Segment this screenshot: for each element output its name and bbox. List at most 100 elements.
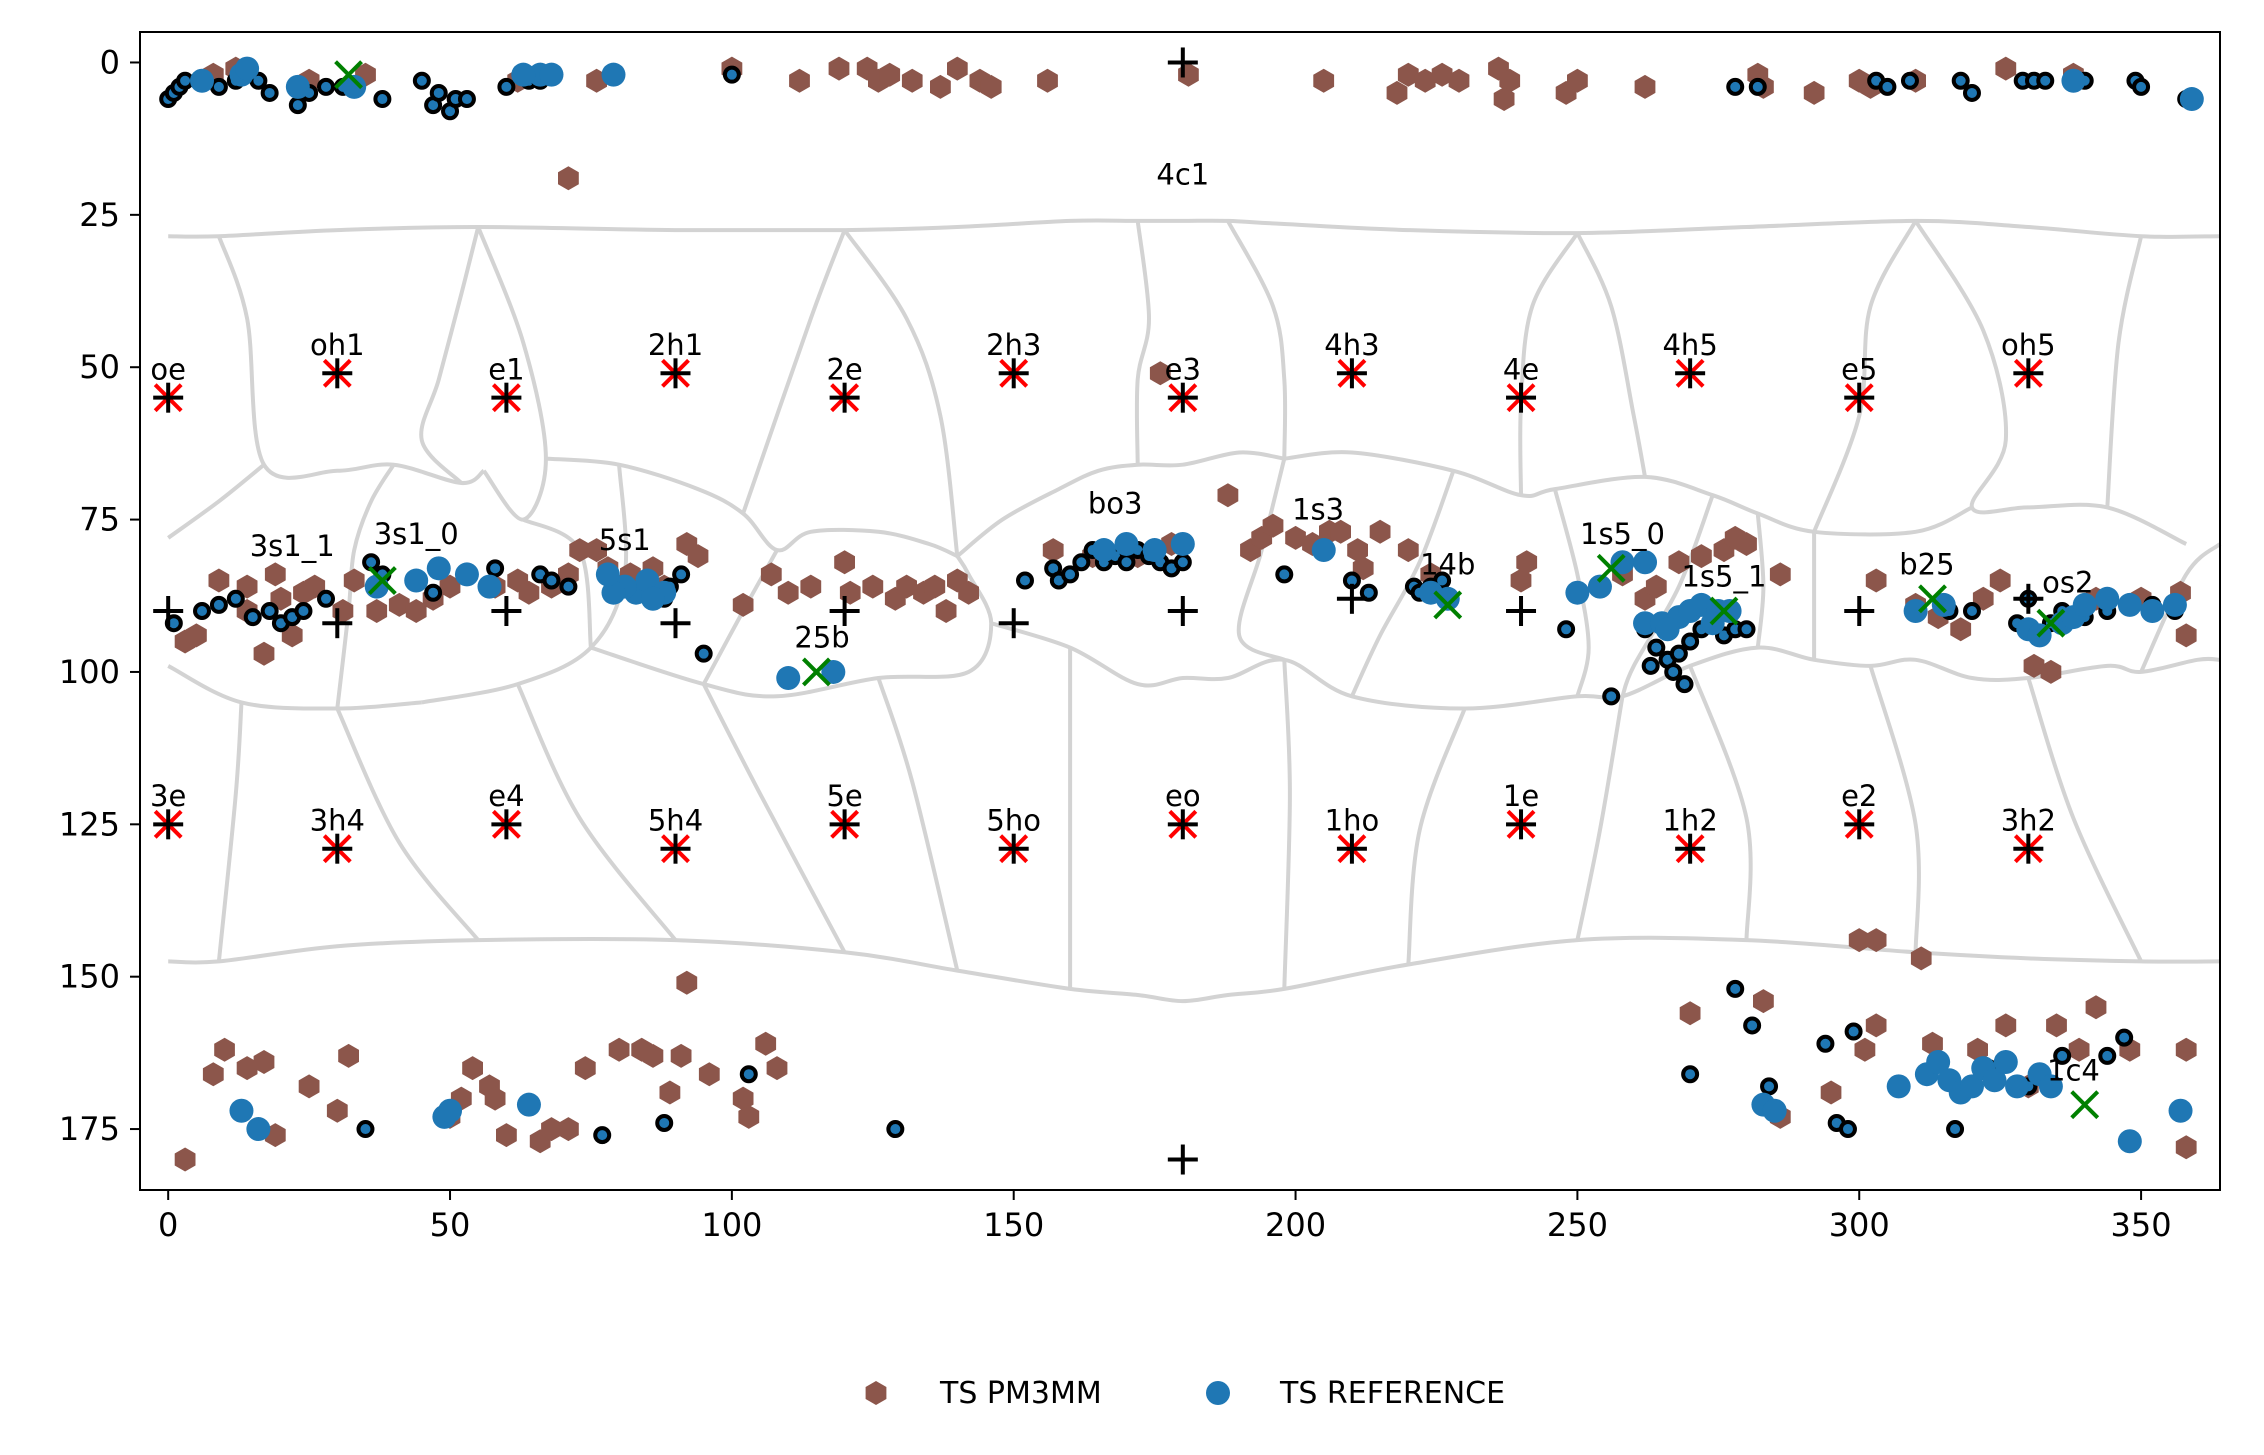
ts-pm3mm-point — [1149, 361, 1171, 386]
ringed-point — [317, 589, 336, 608]
ts-reference-point — [285, 74, 310, 99]
point-label: e4 — [488, 779, 524, 813]
ts-pm3mm-point — [236, 1056, 258, 1081]
region-boundary — [419, 226, 481, 485]
ts-pm3mm-point — [828, 56, 850, 81]
ts-reference-point — [2072, 592, 2097, 617]
x-tick-label: 100 — [701, 1206, 762, 1244]
ts-pm3mm-point — [862, 574, 884, 599]
ts-reference-point — [235, 56, 260, 81]
ts-pm3mm-point — [1820, 1080, 1842, 1105]
ts-reference-point — [2168, 1098, 2193, 1123]
x-tick-label: 50 — [430, 1206, 471, 1244]
ringed-point — [1173, 553, 1192, 572]
ts-pm3mm-point — [326, 1098, 348, 1123]
point-label: oh5 — [2001, 328, 2056, 362]
ringed-point — [672, 565, 691, 584]
ringed-point — [2132, 77, 2151, 96]
ts-cross-marker — [1433, 590, 1463, 620]
legend-marker-ts-pm3mm — [865, 1381, 887, 1405]
region-boundary — [168, 218, 2221, 239]
ringed-point — [1669, 644, 1688, 663]
y-tick-label: 150 — [59, 958, 120, 996]
ringed-point — [193, 602, 212, 620]
point-label: e5 — [1841, 352, 1877, 386]
ringed-point — [373, 90, 392, 109]
ringed-point — [2115, 1028, 2134, 1047]
point-label: 4c1 — [1156, 157, 1209, 191]
region-boundary — [167, 463, 266, 540]
ts-pm3mm-point — [1736, 532, 1757, 556]
region-boundary — [1812, 219, 1918, 533]
ts-cross-marker — [802, 657, 831, 687]
ts-pm3mm-point — [760, 562, 782, 587]
region-boundary — [217, 235, 486, 486]
region-boundary — [1284, 450, 1973, 537]
region-boundary — [701, 683, 847, 954]
ringed-point — [288, 96, 307, 115]
ts-reference-point — [1587, 574, 1612, 599]
ts-pm3mm-point — [659, 1080, 681, 1105]
ts-reference-point — [1091, 538, 1116, 563]
ts-reference-point — [601, 62, 626, 87]
ts-pm3mm-point — [1042, 538, 1064, 563]
region-boundary — [1406, 707, 1467, 965]
ts-reference-point — [601, 580, 626, 605]
ts-pm3mm-point — [484, 1086, 506, 1111]
ringed-point — [739, 1065, 758, 1084]
ts-pm3mm-point — [1330, 519, 1351, 544]
ts-reference-point — [2038, 1074, 2063, 1099]
ts-pm3mm-point — [1995, 56, 2017, 81]
ts-pm3mm-point — [1037, 68, 1058, 93]
ringed-point — [1748, 77, 1767, 96]
ts-pm3mm-point — [1448, 68, 1470, 93]
point-label: 4h5 — [1662, 328, 1717, 362]
region-boundary — [335, 463, 396, 709]
ts-cross-marker — [1596, 553, 1626, 583]
ts-pm3mm-point — [518, 580, 540, 605]
cross-markers — [153, 47, 2100, 1175]
ts-pm3mm-point — [732, 1086, 754, 1111]
point-label: 5s1 — [599, 523, 651, 557]
ts-pm3mm-point — [2175, 1037, 2197, 1062]
ts-reference-point — [246, 1117, 271, 1142]
ringed-point — [1951, 71, 1970, 90]
ts-pm3mm-point — [896, 574, 917, 599]
region-boundary — [1688, 665, 1753, 941]
ts-reference-point — [539, 62, 564, 87]
ringed-point — [694, 644, 713, 663]
region-boundary — [2139, 542, 2222, 673]
region-boundary — [335, 707, 480, 942]
y-tick-label: 50 — [79, 348, 120, 386]
ts-pm3mm-point — [2175, 1135, 2197, 1160]
point-label: 3s1_0 — [374, 517, 459, 551]
ts-reference-point — [1610, 550, 1635, 575]
point-label: 1e — [1503, 779, 1539, 813]
region-boundary — [1282, 659, 1292, 989]
y-tick-label: 175 — [59, 1110, 120, 1148]
x-tick-label: 200 — [1265, 1206, 1326, 1244]
x-tick-label: 150 — [983, 1206, 1044, 1244]
region-boundary — [2026, 677, 2143, 963]
ts-reference-point — [426, 556, 451, 581]
ringed-point — [559, 577, 578, 596]
ts-pm3mm-point — [202, 1062, 224, 1087]
ts-pm3mm-point — [1634, 74, 1656, 99]
ts-pm3mm-point — [439, 574, 461, 599]
ts-pm3mm-point — [293, 580, 314, 605]
y-tick-label: 25 — [79, 196, 120, 234]
ringed-point — [226, 589, 245, 608]
region-boundary — [990, 621, 2221, 711]
region-boundary — [956, 450, 1285, 558]
ts-reference-point — [1993, 1050, 2018, 1075]
ts-reference-point — [2140, 599, 2165, 623]
ts-pm3mm-point — [1397, 538, 1419, 563]
ts-reference-point — [454, 562, 479, 587]
ts-pm3mm-point — [1668, 550, 1690, 575]
point-labels: 4c1 oe oh1 e1 2h1 2e 2h3 e3 4h3 4e 4h5 e5 oh5 bo3 1s3 1… — [150, 157, 2100, 1087]
ts-pm3mm-point — [879, 62, 901, 87]
ts-pm3mm-point — [738, 1104, 760, 1129]
point-label: 4e — [1503, 352, 1539, 386]
plot-frame — [139, 31, 2221, 1191]
ts-pm3mm-point — [1516, 550, 1538, 575]
